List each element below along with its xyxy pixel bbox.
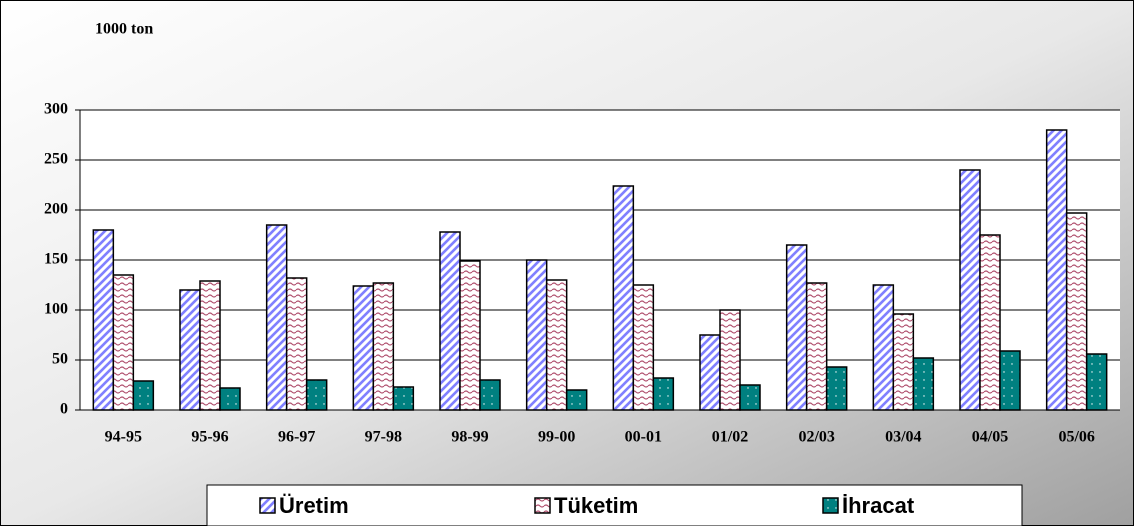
- bar: [265, 224, 288, 411]
- x-tick-label: 03/04: [885, 429, 921, 446]
- bar: [719, 309, 741, 411]
- x-tick-label: 05/06: [1058, 429, 1094, 446]
- bar: [285, 277, 308, 411]
- bar: [112, 274, 135, 411]
- legend-label: Üretim: [279, 493, 349, 518]
- bar: [459, 260, 481, 411]
- bar: [479, 379, 501, 411]
- bar: [999, 350, 1021, 411]
- bar: [439, 231, 461, 411]
- x-tick-label: 95-96: [191, 429, 228, 446]
- bar: [199, 280, 221, 411]
- x-tick-label: 98-99: [451, 429, 488, 446]
- x-tick-label: 00-01: [625, 429, 662, 446]
- bar: [1045, 129, 1068, 411]
- bar: [545, 279, 568, 411]
- bar: [179, 289, 201, 411]
- y-tick-label: 250: [44, 151, 68, 168]
- bar: [352, 285, 375, 411]
- bar: [825, 366, 848, 411]
- bar: [979, 234, 1001, 411]
- x-tick-label: 97-98: [365, 429, 402, 446]
- y-tick-label: 150: [44, 251, 68, 268]
- bar: [699, 334, 721, 411]
- bar: [132, 380, 155, 411]
- x-tick-label: 02/03: [798, 429, 834, 446]
- bar: [92, 229, 115, 411]
- bar: [872, 284, 895, 411]
- x-tick-label: 96-97: [278, 429, 315, 446]
- x-tick-label: 94-95: [105, 429, 142, 446]
- bar: [392, 386, 415, 411]
- legend-label: İhracat: [842, 493, 915, 518]
- y-tick-label: 200: [44, 201, 68, 218]
- y-tick-label: 0: [60, 401, 68, 418]
- legend-swatch: [822, 497, 839, 514]
- bar: [372, 282, 395, 411]
- legend-items: Üretim Tüketim İhracat: [259, 493, 915, 518]
- bar: [739, 384, 761, 411]
- legend-swatch: [259, 497, 276, 514]
- legend: [206, 484, 1023, 527]
- bar: [565, 389, 588, 411]
- x-tick-label: 01/02: [712, 429, 748, 446]
- bar: [912, 357, 935, 411]
- bar: [1085, 353, 1108, 411]
- chart-title: 1000 ton: [95, 21, 153, 38]
- y-tick-label: 100: [44, 301, 68, 318]
- y-tick-label: 50: [52, 351, 68, 368]
- y-tick-label: 300: [44, 101, 68, 118]
- bar: [305, 379, 328, 411]
- legend-label: Tüketim: [554, 493, 638, 518]
- bar: [632, 284, 655, 411]
- x-tick-label: 99-00: [538, 429, 575, 446]
- bar: [805, 282, 828, 411]
- bar: [525, 259, 548, 411]
- bar: [612, 185, 635, 411]
- bar: [959, 169, 981, 411]
- bar: [892, 313, 915, 411]
- bar: [219, 387, 241, 411]
- bar: [1065, 212, 1088, 411]
- legend-swatch: [534, 497, 551, 514]
- x-tick-label: 04/05: [972, 429, 1008, 446]
- bar: [785, 244, 808, 411]
- bar: [652, 377, 675, 411]
